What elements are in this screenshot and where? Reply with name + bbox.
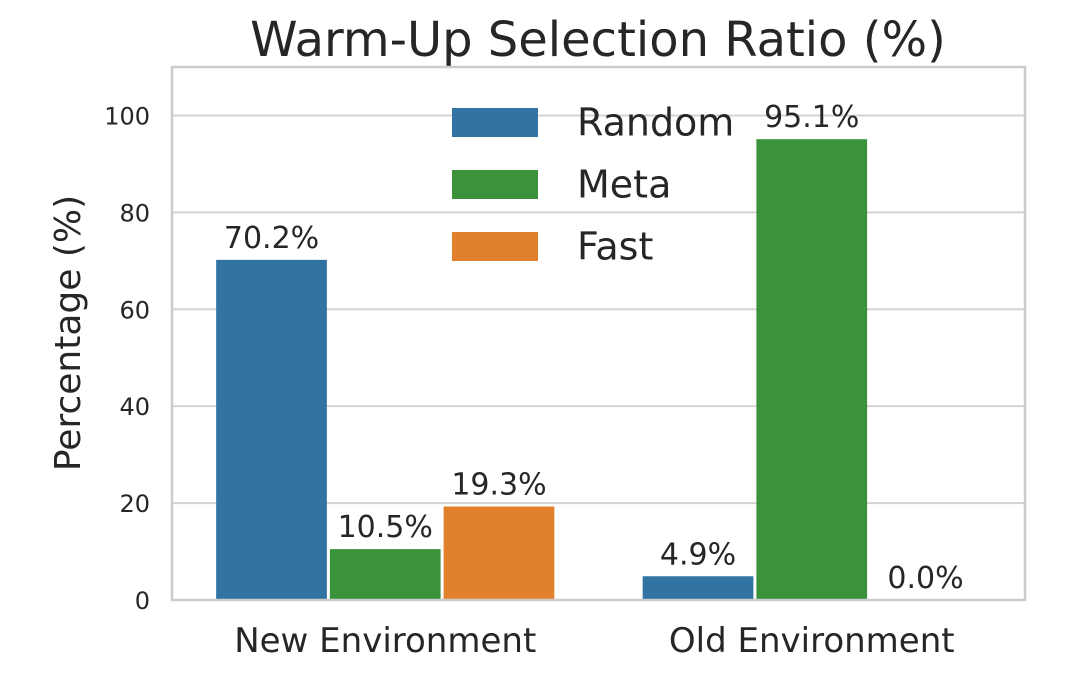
bar-value-label: 4.9% [660, 537, 736, 572]
y-tick-label: 80 [119, 199, 150, 227]
x-tick-label: New Environment [234, 621, 536, 661]
bar-value-label: 10.5% [338, 510, 433, 545]
y-axis-label: Percentage (%) [48, 195, 89, 471]
legend: Random Meta Fast [452, 101, 734, 269]
legend-label: Random [577, 101, 734, 145]
chart-title: Warm-Up Selection Ratio (%) [250, 12, 946, 68]
plot-frame [170, 65, 1027, 602]
y-ticks: 0 20 40 60 80 100 [104, 102, 150, 615]
bar-labels: 70.2% 10.5% 19.3% 4.9% 95.1% 0.0% [224, 100, 964, 596]
legend-label: Meta [577, 163, 671, 207]
legend-swatch-random [452, 108, 538, 137]
bar-random [216, 259, 327, 600]
y-tick-label: 40 [119, 393, 150, 421]
bar-fast [443, 506, 555, 600]
x-tick-label: Old Environment [669, 621, 955, 661]
bar-value-label: 19.3% [451, 467, 546, 502]
y-tick-label: 100 [104, 102, 150, 130]
bar-value-label: 0.0% [887, 561, 963, 596]
bar-random [642, 576, 754, 600]
bar-value-label: 95.1% [764, 100, 859, 135]
legend-swatch-meta [452, 170, 538, 199]
legend-swatch-fast [452, 232, 538, 261]
y-tick-label: 20 [119, 490, 150, 518]
x-ticks: New Environment Old Environment [234, 621, 954, 661]
y-tick-label: 0 [135, 587, 150, 615]
legend-label: Fast [577, 225, 653, 269]
bars [216, 139, 868, 600]
y-tick-label: 60 [119, 296, 150, 324]
bar-value-label: 70.2% [224, 221, 319, 256]
bar-meta [756, 139, 868, 600]
bar-meta [329, 549, 441, 600]
